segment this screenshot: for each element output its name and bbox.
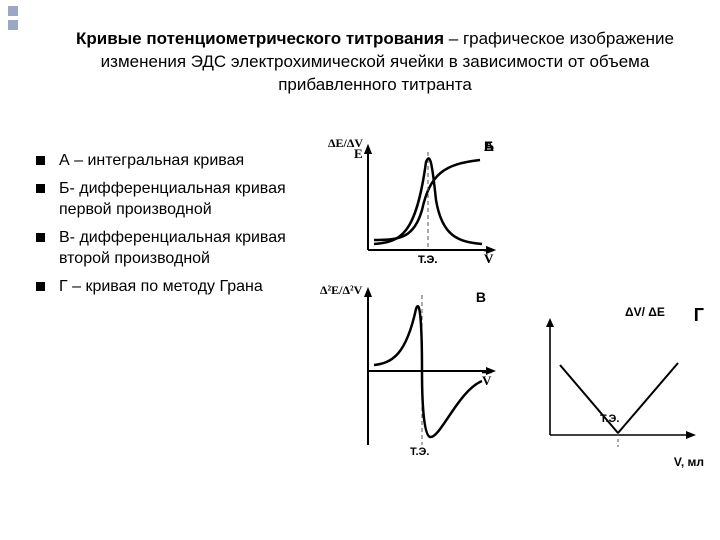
chart-b: V Т.Э. ΔE/ΔV Б (340, 140, 500, 265)
chart-g-corner: Г (694, 305, 704, 326)
list-item: Г – кривая по методу Грана (36, 276, 316, 298)
bullet-square-icon (36, 233, 45, 242)
chart-b-corner: Б (484, 138, 494, 154)
bullet-text: Г – кривая по методу Грана (59, 276, 263, 298)
list-item: Б- дифференциальная кривая первой произв… (36, 178, 316, 221)
bullet-list: А – интегральная кривая Б- дифференциаль… (36, 150, 316, 304)
chart-b-xpoint: Т.Э. (418, 254, 437, 265)
bullet-text: Б- дифференциальная кривая первой произв… (59, 178, 316, 221)
page-title: Кривые потенциометрического титрования –… (60, 28, 690, 97)
charts-region: E V Т.Э. А V Т.Э. ΔE/ΔV Б (340, 140, 710, 520)
chart-v-ylabel: Δ²E/Δ²V (320, 283, 362, 298)
bullet-square-icon (36, 282, 45, 291)
chart-g: ΔV/ ΔE Г Т.Э. V, мл (530, 315, 700, 465)
chart-v-xlabel: V (482, 373, 492, 388)
title-bold: Кривые потенциометрического титрования (76, 29, 444, 48)
bullet-square-icon (36, 184, 45, 193)
chart-g-ylabel: ΔV/ ΔE (625, 305, 665, 319)
chart-v-xpoint: Т.Э. (410, 446, 429, 455)
chart-g-xpoint: Т.Э. (600, 413, 619, 425)
chart-b-ylabel: ΔE/ΔV (328, 136, 363, 151)
chart-g-xlabel: V, мл (674, 455, 704, 469)
chart-b-xlabel: V (484, 251, 494, 265)
list-item: В- дифференциальная кривая второй произв… (36, 227, 316, 270)
bullet-text: В- дифференциальная кривая второй произв… (59, 227, 316, 270)
bullet-square-icon (36, 156, 45, 165)
list-item: А – интегральная кривая (36, 150, 316, 172)
chart-v: V Т.Э. Δ²E/Δ²V В (340, 285, 500, 455)
decorative-squares (8, 6, 18, 34)
bullet-text: А – интегральная кривая (59, 150, 244, 172)
chart-v-corner: В (476, 289, 486, 305)
